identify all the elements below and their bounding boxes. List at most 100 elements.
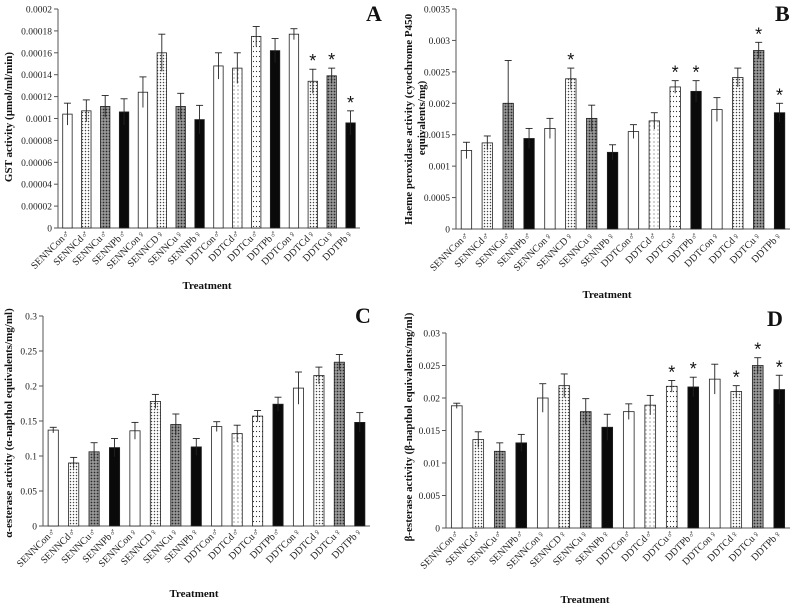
panel-a-y-tick-label: 0.00002 xyxy=(21,203,52,213)
panel-a-significance-star: * xyxy=(328,50,335,70)
panel-a-y-tick-label: 0.00006 xyxy=(21,159,52,169)
panel-a-y-tick-label: 0.00018 xyxy=(21,27,52,37)
panel-b-y-axis-label-line-2: equivalents/mg) xyxy=(416,80,428,155)
panel-d-y-tick-label: 0.025 xyxy=(419,362,441,372)
panel-d-bar xyxy=(622,411,635,529)
panel-d-y-axis-label: β-esterase activity (β-napthol equivalen… xyxy=(403,312,415,541)
panel-b-significance-star: * xyxy=(755,24,762,44)
panel-b-plot: 0 0.0005 0.001 0.0015 0.002 0.0025 0.003 0.0035… xyxy=(424,6,790,274)
panel-d-bar xyxy=(536,397,549,529)
panel-a-bar xyxy=(251,35,262,229)
panel-a-bar xyxy=(100,106,111,229)
panel-b-significance-star: * xyxy=(693,63,700,83)
panel-b-significance-star: * xyxy=(672,63,679,83)
panel-c: C Treatment α-esterase activity (α-napth… xyxy=(3,303,371,600)
panel-c-y-tick-label: 0.2 xyxy=(25,383,37,393)
panel-b-bar xyxy=(481,142,493,230)
panel-b-y-tick-label: 0.003 xyxy=(429,37,451,47)
panel-a-y-tick-label: 0.00014 xyxy=(21,71,52,81)
panel-d-plot: 00.0050.010.0150.020.0250.03SENNCon♂SENN… xyxy=(419,330,790,572)
panel-d-y-tick-label: 0 xyxy=(435,525,440,535)
panel-d-bar xyxy=(751,365,764,529)
panel-b-bar xyxy=(627,131,640,230)
panel-c-y-tick-label: 0.1 xyxy=(25,453,37,463)
panel-c-bar xyxy=(354,421,366,527)
panel-d-bar xyxy=(708,378,721,529)
panel-c-bar xyxy=(313,375,325,527)
panel-c-y-axis-label: α-esterase activity (α-napthol equivalen… xyxy=(3,308,15,538)
panel-d: D Treatment β-esterase activity (β-napth… xyxy=(403,306,783,606)
panel-b-y-tick-label: 0 xyxy=(445,226,450,236)
panel-a-bar xyxy=(175,106,186,229)
panel-a-bar xyxy=(269,50,281,229)
panel-d-significance-star: * xyxy=(690,359,697,379)
panel-b-bar xyxy=(544,128,556,230)
panel-a-bar xyxy=(156,52,167,229)
panel-c-y-tick-label: 0.15 xyxy=(20,418,37,428)
panel-b-y-axis-label-line-1: Haeme peroxidase activity (cytochrome P4… xyxy=(403,13,415,224)
panel-b-bar xyxy=(711,109,723,230)
panel-a-y-axis-label: GST activity (µmol/ml/min) xyxy=(3,52,15,183)
panel-a-bar xyxy=(62,113,73,229)
panel-b-bar xyxy=(606,151,619,230)
panel-c-bar xyxy=(231,433,243,527)
panel-a-y-tick-label: 0.0002 xyxy=(26,6,52,16)
panel-a-y-tick-label: 0.00004 xyxy=(21,181,52,191)
panel-d-bar xyxy=(450,405,463,529)
panel-a: A Treatment GST activity (µmol/ml/min) xyxy=(3,1,382,292)
panel-b-bar xyxy=(460,150,473,230)
panel-c-bar xyxy=(88,451,100,527)
panel-a-bar xyxy=(137,91,149,229)
panel-d-significance-star: * xyxy=(733,368,740,388)
panel-d-bar xyxy=(579,411,592,529)
panel-a-y-tick-label: 0 xyxy=(47,225,52,235)
panel-c-x-axis-label: Treatment xyxy=(169,588,218,600)
panel-d-significance-star: * xyxy=(668,362,675,382)
panel-d-bar xyxy=(687,386,700,529)
panel-b-bar xyxy=(732,77,744,230)
panel-c-bar xyxy=(109,447,121,527)
panel-d-bar xyxy=(644,404,657,529)
panel-d-bar xyxy=(558,385,571,529)
panel-a-bar xyxy=(81,110,92,229)
panel-b-x-axis-label: Treatment xyxy=(582,289,631,301)
panel-c-bar xyxy=(211,426,223,527)
panel-b-y-tick-label: 0.001 xyxy=(429,163,451,173)
panel-c-bar xyxy=(292,387,304,527)
panel-a-y-tick-label: 0.00016 xyxy=(21,49,52,59)
panel-b-y-tick-label: 0.0025 xyxy=(424,68,450,78)
panel-a-bar xyxy=(345,122,356,229)
panel-a-y-tick-label: 0.00008 xyxy=(21,137,52,147)
panel-c-bar xyxy=(47,429,59,527)
panel-b-y-tick-label: 0.0015 xyxy=(424,131,450,141)
panel-b-bar xyxy=(648,120,660,230)
panel-d-significance-star: * xyxy=(754,340,761,360)
panel-d-y-tick-label: 0.005 xyxy=(419,492,441,502)
panel-c-bar xyxy=(170,424,182,527)
panel-c-bar xyxy=(252,415,264,527)
panel-b-bar xyxy=(586,117,598,230)
panel-b-significance-star: * xyxy=(567,50,574,70)
panel-a-y-tick-label: 0.00012 xyxy=(21,93,52,103)
panel-c-bar xyxy=(68,462,80,527)
panel-b-bar xyxy=(523,138,535,230)
panel-b-bar xyxy=(773,112,786,230)
panel-c-bar xyxy=(149,400,161,527)
panel-d-bar xyxy=(601,426,614,529)
panel-b-bar xyxy=(565,78,577,230)
panel-b-letter: B xyxy=(775,1,790,26)
panel-c-y-tick-label: 0.3 xyxy=(25,313,37,323)
panel-a-plot: 0 0.00002 0.00004 0.00006 0.00008 0.0001 0.000… xyxy=(21,6,360,272)
panel-b-y-tick-label: 0.0035 xyxy=(424,6,450,16)
panel-b-y-tick-label: 0.0005 xyxy=(424,194,450,204)
panel-a-bar xyxy=(232,67,243,229)
panel-c-letter: C xyxy=(355,303,371,328)
panel-d-bar xyxy=(665,385,678,529)
panel-d-letter: D xyxy=(767,306,783,331)
panel-a-bar xyxy=(118,111,130,229)
panel-a-letter: A xyxy=(366,1,382,26)
panel-d-x-axis-label: Treatment xyxy=(560,594,609,606)
panel-d-y-tick-label: 0.015 xyxy=(419,427,441,437)
